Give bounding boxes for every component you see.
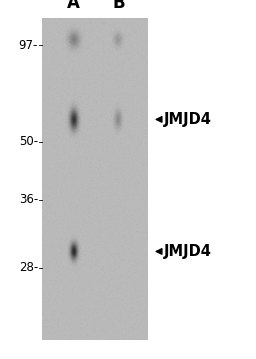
- Text: 36-: 36-: [19, 194, 38, 206]
- Text: 50-: 50-: [19, 135, 38, 149]
- Text: JMJD4: JMJD4: [164, 112, 212, 127]
- Text: 28-: 28-: [19, 261, 38, 274]
- Bar: [42, 18, 148, 340]
- Text: B: B: [112, 0, 125, 12]
- Text: A: A: [67, 0, 80, 12]
- Text: 97-: 97-: [19, 39, 38, 52]
- Text: JMJD4: JMJD4: [164, 244, 212, 259]
